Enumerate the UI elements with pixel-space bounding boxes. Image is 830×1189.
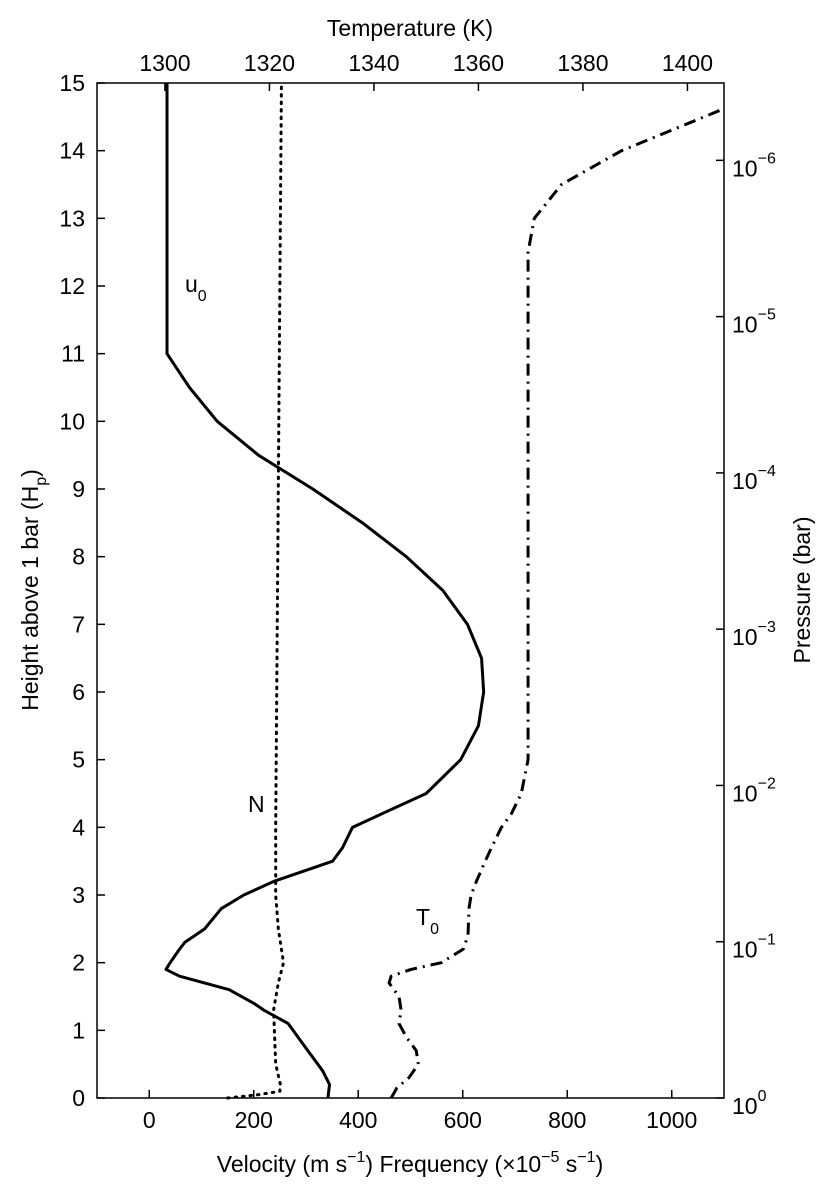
x-label-sup: −1 xyxy=(347,1149,365,1166)
y-tick-label: 15 xyxy=(59,70,85,96)
y2-tick-exponent: −3 xyxy=(758,619,776,636)
y-tick-label: 10 xyxy=(59,408,85,434)
x2-tick-label: 1360 xyxy=(453,50,504,76)
series-line xyxy=(164,83,486,1099)
series-line xyxy=(387,107,725,1099)
y2-tick-exponent: 0 xyxy=(758,1088,767,1105)
y2-tick-base: 10 xyxy=(732,937,758,963)
x-label-part: ) xyxy=(596,1151,604,1177)
x-tick-label: 400 xyxy=(339,1107,377,1133)
y-axis-label: Height above 1 bar (Hp) xyxy=(17,469,50,711)
x-tick-label: 0 xyxy=(143,1107,156,1133)
top-axis-title: Temperature (K) xyxy=(327,15,493,41)
y2-tick-label: 10−5 xyxy=(732,307,776,338)
y-tick-label: 13 xyxy=(59,205,85,231)
y2-tick-exponent: −5 xyxy=(758,307,776,324)
y-tick-label: 4 xyxy=(72,814,85,840)
y-tick-label: 7 xyxy=(72,611,85,637)
y2-tick-base: 10 xyxy=(732,468,758,494)
y2-tick-exponent: −1 xyxy=(758,932,776,949)
y-tick-label: 5 xyxy=(72,747,85,773)
x-label-sup: −5 xyxy=(541,1149,559,1166)
annotation-text: T xyxy=(416,904,430,930)
y-label-sub: p xyxy=(33,477,50,486)
y-tick-label: 9 xyxy=(72,476,85,502)
x-tick-label: 200 xyxy=(235,1107,273,1133)
x-label-sup: −1 xyxy=(577,1149,595,1166)
x-axis-label: Velocity (m s−1) Frequency (×10−5 s−1) xyxy=(217,1149,603,1177)
annotation: u0 xyxy=(185,271,207,305)
y-label-part: Height above 1 bar (H xyxy=(17,486,43,711)
x-tick-label: 800 xyxy=(548,1107,586,1133)
annotation-text: u xyxy=(185,271,198,297)
y2-tick-exponent: −2 xyxy=(758,775,776,792)
y2-tick-base: 10 xyxy=(732,155,758,181)
y2-tick-base: 10 xyxy=(732,624,758,650)
x-tick-label: 1000 xyxy=(646,1107,697,1133)
x-tick-label: 600 xyxy=(444,1107,482,1133)
y-tick-label: 3 xyxy=(72,882,85,908)
y2-tick-label: 10−3 xyxy=(732,619,776,650)
y-label-part: ) xyxy=(17,469,43,477)
y2-tick-label: 10−4 xyxy=(732,463,776,494)
plot-frame xyxy=(96,82,725,1099)
x2-tick-label: 1340 xyxy=(348,50,399,76)
y2-axis-label: Pressure (bar) xyxy=(789,517,815,664)
y-tick-label: 8 xyxy=(72,544,85,570)
x-label-part: s xyxy=(559,1151,577,1177)
annotation-sub: 0 xyxy=(430,921,439,938)
x2-tick-label: 1400 xyxy=(662,50,713,76)
y2-tick-exponent: −4 xyxy=(758,463,776,480)
x2-tick-label: 1300 xyxy=(139,50,190,76)
y-tick-label: 1 xyxy=(72,1017,85,1043)
y2-tick-label: 10−2 xyxy=(732,775,776,806)
annotation-sub: 0 xyxy=(198,288,207,305)
x-label-part: ) Frequency (×10 xyxy=(365,1151,541,1177)
y2-tick-label: 100 xyxy=(732,1088,767,1119)
y2-tick-label: 10−1 xyxy=(732,932,776,963)
y2-tick-base: 10 xyxy=(732,780,758,806)
y-tick-label: 0 xyxy=(72,1085,85,1111)
y2-tick-base: 10 xyxy=(732,312,758,338)
y-tick-label: 14 xyxy=(59,138,85,164)
annotation-text: N xyxy=(248,791,265,817)
series-line xyxy=(226,81,286,1100)
y-tick-label: 2 xyxy=(72,950,85,976)
annotation: T0 xyxy=(416,904,439,938)
x-label-part: Velocity (m s xyxy=(217,1151,347,1177)
y-tick-label: 11 xyxy=(61,341,85,367)
y-tick-label: 6 xyxy=(72,679,85,705)
y-tick-label: 12 xyxy=(59,273,85,299)
y2-tick-label: 10−6 xyxy=(732,150,776,181)
x2-tick-label: 1320 xyxy=(244,50,295,76)
annotation: N xyxy=(248,791,265,817)
y2-tick-base: 10 xyxy=(732,1093,758,1119)
y2-tick-exponent: −6 xyxy=(758,150,776,167)
x2-tick-label: 1380 xyxy=(557,50,608,76)
